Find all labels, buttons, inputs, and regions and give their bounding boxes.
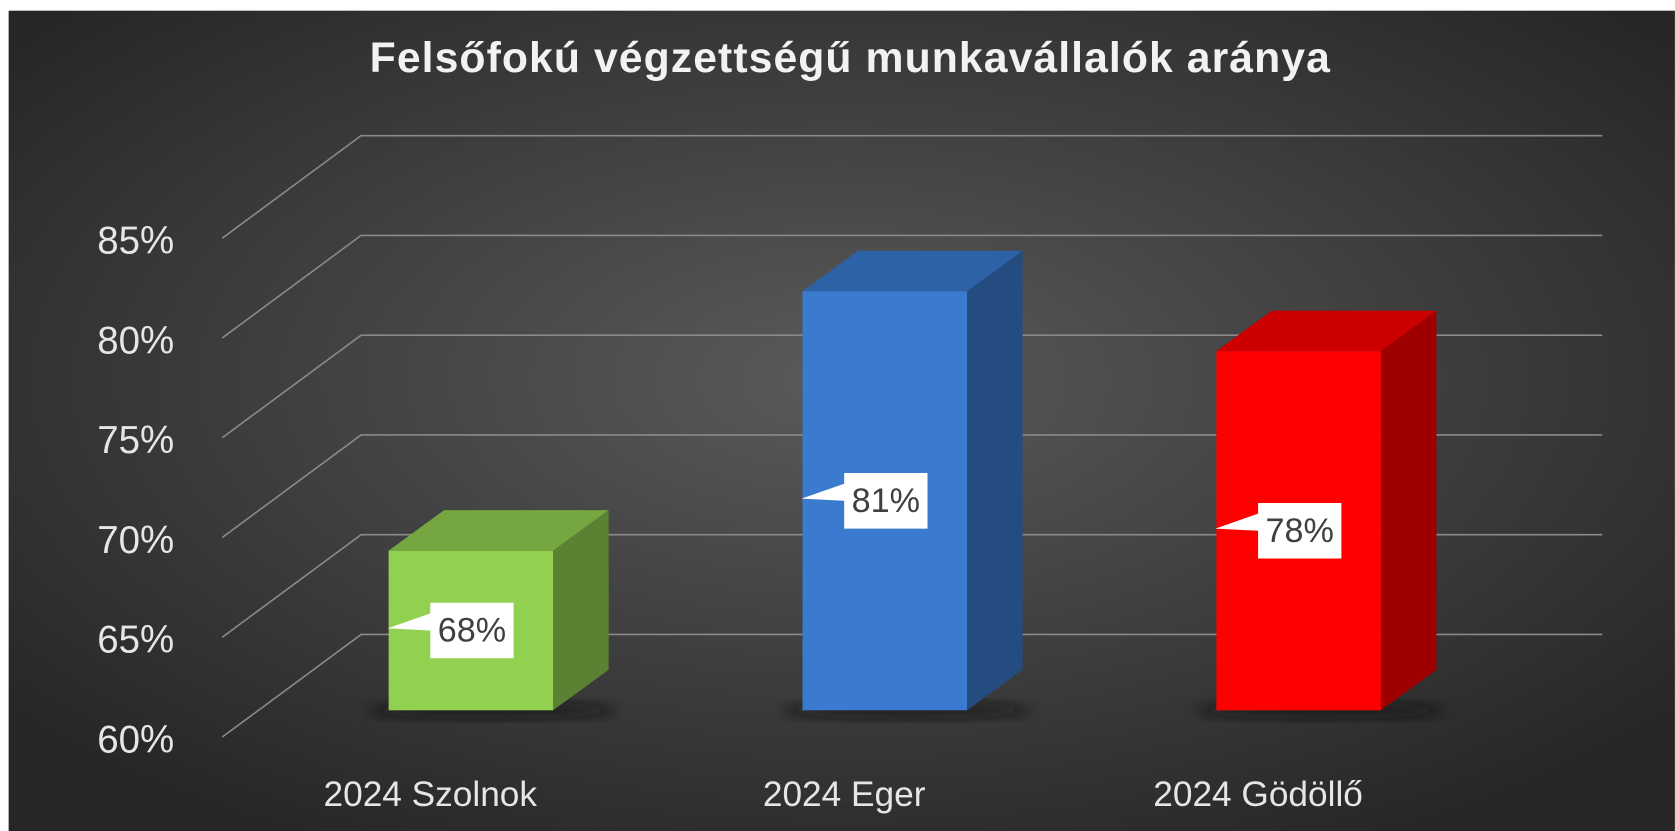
data-label-box	[1215, 502, 1342, 559]
data-label: 68%	[438, 612, 506, 650]
grid-line	[221, 134, 1603, 239]
bar-side	[1380, 310, 1437, 711]
data-label-box	[387, 602, 514, 659]
data-label-box	[801, 473, 928, 529]
bar-top	[388, 510, 609, 551]
bar-top	[802, 250, 1023, 292]
x-tick-label: 2024 Szolnok	[324, 775, 538, 814]
chart-title: Felsőfokú végzettségű munkavállalók arán…	[370, 34, 1331, 82]
x-tick-label: 2024 Gödöllő	[1153, 775, 1363, 814]
grid-line	[221, 434, 1603, 539]
grid-line	[221, 633, 1603, 738]
y-tick-label: 85%	[97, 220, 174, 263]
y-tick-label: 65%	[97, 619, 174, 662]
bar-side	[553, 510, 609, 711]
data-label: 78%	[1266, 512, 1334, 550]
grid-line	[221, 334, 1603, 439]
bar-top	[1216, 310, 1437, 352]
grid-line	[221, 234, 1603, 339]
x-tick-label: 2024 Eger	[763, 775, 926, 814]
bar	[367, 510, 618, 719]
bar-side	[967, 250, 1023, 711]
y-tick-label: 75%	[97, 419, 174, 462]
data-label: 81%	[852, 482, 920, 520]
grid-line	[221, 533, 1603, 638]
y-tick-label: 70%	[97, 519, 174, 562]
y-tick-label: 60%	[97, 719, 174, 762]
y-tick-label: 80%	[97, 319, 174, 362]
